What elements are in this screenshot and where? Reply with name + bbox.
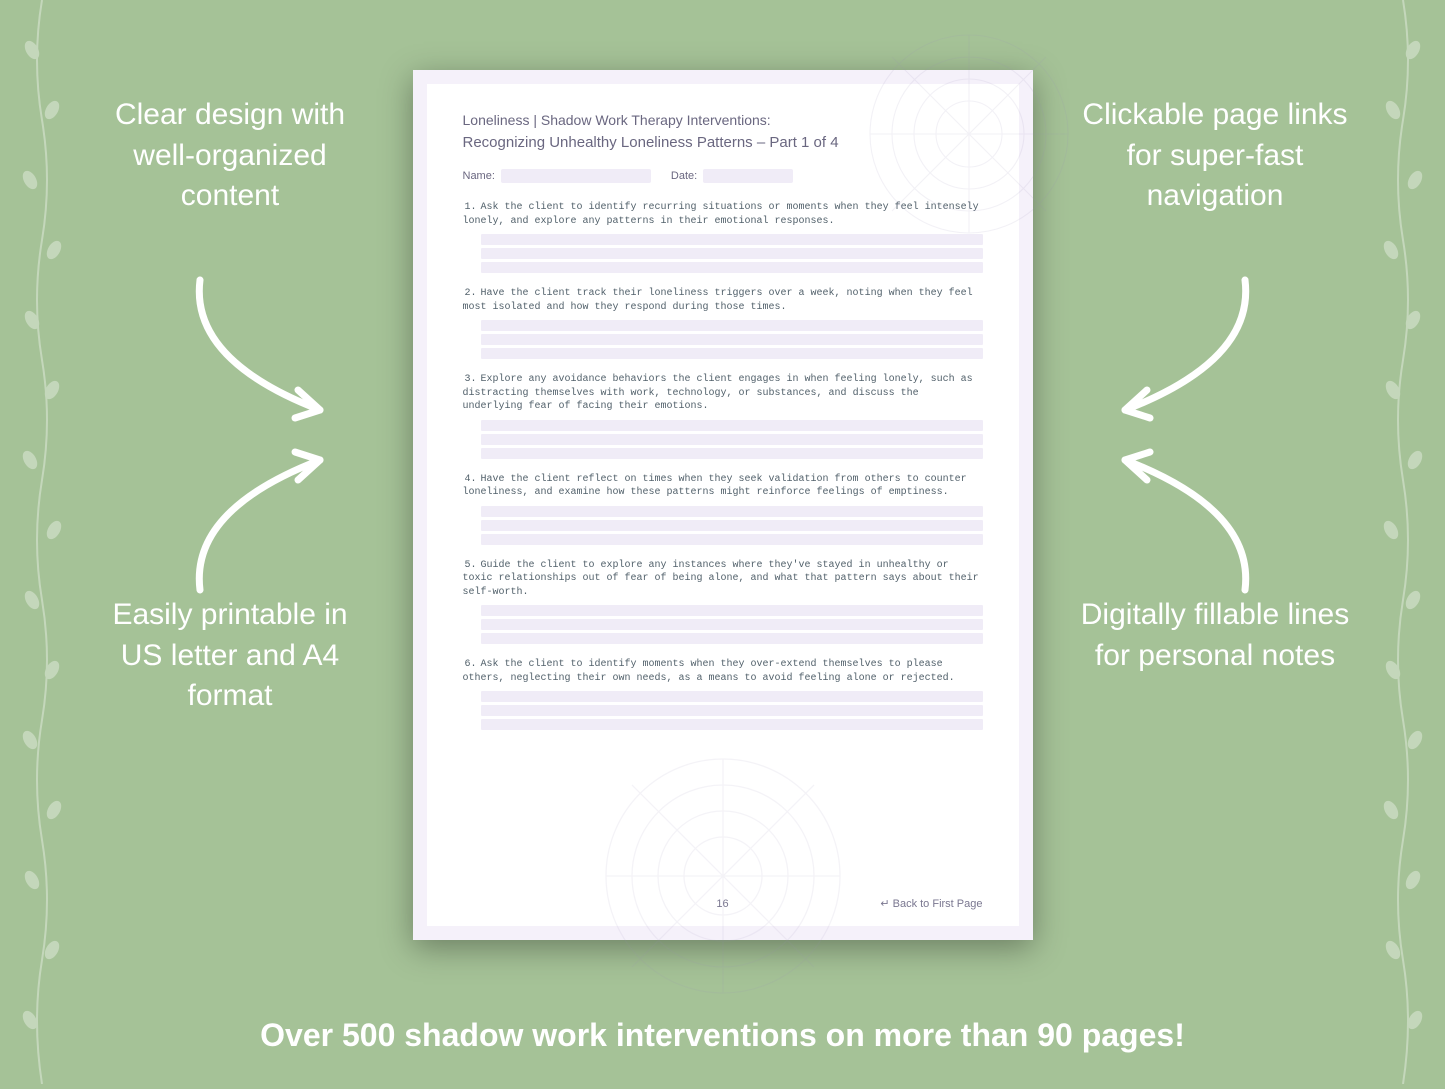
feature-callout-links: Clickable page links for super-fast navi… <box>1075 95 1355 217</box>
answer-area[interactable] <box>481 506 983 545</box>
answer-line[interactable] <box>481 320 983 331</box>
answer-line[interactable] <box>481 534 983 545</box>
answer-area[interactable] <box>481 691 983 730</box>
answer-line[interactable] <box>481 691 983 702</box>
page-footer: 16 ↵ Back to First Page <box>463 897 983 910</box>
answer-area[interactable] <box>481 420 983 459</box>
feature-callout-fillable: Digitally fillable lines for personal no… <box>1075 595 1355 676</box>
date-label: Date: <box>671 170 697 182</box>
answer-line[interactable] <box>481 520 983 531</box>
question-text: Ask the client to identify moments when … <box>463 659 955 684</box>
arrow-icon-tr <box>1085 270 1265 430</box>
question-text: Have the client reflect on times when th… <box>463 474 967 499</box>
answer-line[interactable] <box>481 348 983 359</box>
question-number: 2. <box>463 287 477 301</box>
mandala-decoration-bottom <box>593 746 853 1006</box>
question-item: 2.Have the client track their loneliness… <box>463 287 983 359</box>
worksheet-title: Recognizing Unhealthy Loneliness Pattern… <box>463 134 983 151</box>
name-label: Name: <box>463 170 495 182</box>
answer-line[interactable] <box>481 506 983 517</box>
question-item: 3.Explore any avoidance behaviors the cl… <box>463 373 983 459</box>
bottom-banner: Over 500 shadow work interventions on mo… <box>0 1017 1445 1054</box>
question-number: 1. <box>463 201 477 215</box>
answer-line[interactable] <box>481 334 983 345</box>
question-item: 5.Guide the client to explore any instan… <box>463 559 983 645</box>
answer-line[interactable] <box>481 234 983 245</box>
question-number: 4. <box>463 473 477 487</box>
arrow-icon-br <box>1085 440 1265 600</box>
question-text: Guide the client to explore any instance… <box>463 560 979 598</box>
answer-line[interactable] <box>481 448 983 459</box>
date-input[interactable] <box>703 169 793 183</box>
answer-line[interactable] <box>481 605 983 616</box>
worksheet-inner: Loneliness | Shadow Work Therapy Interve… <box>427 84 1019 926</box>
answer-area[interactable] <box>481 234 983 273</box>
question-number: 3. <box>463 373 477 387</box>
name-input[interactable] <box>501 169 651 183</box>
question-number: 5. <box>463 559 477 573</box>
worksheet-page: Loneliness | Shadow Work Therapy Interve… <box>413 70 1033 940</box>
answer-area[interactable] <box>481 605 983 644</box>
question-item: 4.Have the client reflect on times when … <box>463 473 983 545</box>
back-to-first-link[interactable]: ↵ Back to First Page <box>880 897 982 910</box>
answer-line[interactable] <box>481 434 983 445</box>
feature-callout-design: Clear design with well-organized content <box>90 95 370 217</box>
question-text: Ask the client to identify recurring sit… <box>463 202 979 227</box>
arrow-icon-bl <box>180 440 360 600</box>
name-date-row: Name: Date: <box>463 169 983 183</box>
decorative-vine-left <box>12 0 72 1084</box>
question-list: 1.Ask the client to identify recurring s… <box>463 201 983 730</box>
question-text: Explore any avoidance behaviors the clie… <box>463 374 973 412</box>
feature-callout-printable: Easily printable in US letter and A4 for… <box>90 595 370 717</box>
answer-line[interactable] <box>481 262 983 273</box>
decorative-vine-right <box>1373 0 1433 1084</box>
answer-area[interactable] <box>481 320 983 359</box>
answer-line[interactable] <box>481 420 983 431</box>
question-item: 6.Ask the client to identify moments whe… <box>463 658 983 730</box>
page-number: 16 <box>716 898 728 910</box>
answer-line[interactable] <box>481 633 983 644</box>
arrow-icon-tl <box>180 270 360 430</box>
question-number: 6. <box>463 658 477 672</box>
answer-line[interactable] <box>481 719 983 730</box>
answer-line[interactable] <box>481 619 983 630</box>
answer-line[interactable] <box>481 248 983 259</box>
answer-line[interactable] <box>481 705 983 716</box>
question-text: Have the client track their loneliness t… <box>463 288 973 313</box>
worksheet-category: Loneliness | Shadow Work Therapy Interve… <box>463 112 983 128</box>
question-item: 1.Ask the client to identify recurring s… <box>463 201 983 273</box>
